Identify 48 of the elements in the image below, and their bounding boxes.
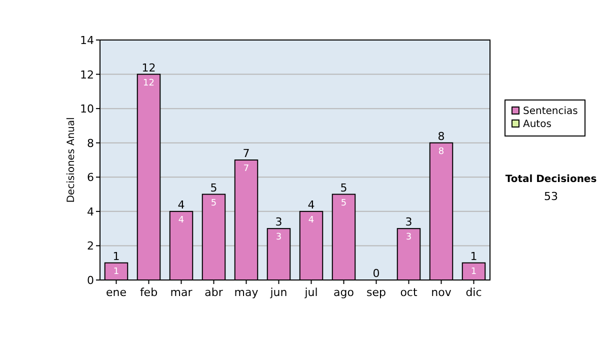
total-label: 12 [142,61,156,74]
x-tick-label: ago [334,286,354,299]
data-label: 3 [406,232,412,243]
y-tick-label: 4 [87,205,94,218]
x-tick-label: oct [400,286,418,299]
x-tick-label: dic [466,286,482,299]
data-label: 8 [438,146,444,157]
x-tick-label: sep [366,286,386,299]
total-label: 1 [112,250,120,263]
legend-label: Sentencias [523,106,578,117]
y-tick-label: 0 [87,274,94,287]
y-axis-title: Decisiones Anual [66,117,77,203]
y-tick-label: 12 [80,68,94,82]
y-tick-label: 8 [87,136,94,150]
y-tick-label: 10 [80,102,94,116]
x-tick-label: ene [106,286,127,299]
y-tick-label: 6 [87,171,94,184]
x-tick-label: feb [140,286,158,299]
total-label: 5 [210,181,218,194]
x-tick-label: nov [431,286,452,299]
total-label: 5 [340,181,348,194]
x-tick-label: jul [304,286,318,299]
total-label: 8 [438,130,445,143]
total-label: 7 [242,147,250,160]
legend-label: Autos [523,119,552,130]
data-label: 4 [308,215,314,226]
data-label: 4 [178,215,184,226]
data-label: 7 [243,164,250,174]
total-label: 3 [405,216,412,229]
x-tick-label: mar [170,286,193,299]
data-label: 5 [340,198,347,208]
data-label: 1 [470,266,477,277]
total-label: 4 [178,198,185,212]
data-label: 12 [143,78,154,88]
data-label: 5 [210,198,217,208]
total-label: 3 [275,216,282,229]
text: Total Decisiones [505,174,597,185]
y-tick-label: 2 [87,240,94,253]
total-label: 4 [308,198,315,212]
text: 53 [544,190,558,203]
total-label: 0 [372,267,380,280]
total-label: 1 [470,250,478,263]
x-tick-label: may [234,286,259,299]
data-label: 1 [113,266,120,277]
y-tick-label: 14 [80,34,94,47]
x-tick-label: abr [204,286,224,299]
x-tick-label: jun [269,286,288,299]
data-label: 3 [276,232,282,243]
